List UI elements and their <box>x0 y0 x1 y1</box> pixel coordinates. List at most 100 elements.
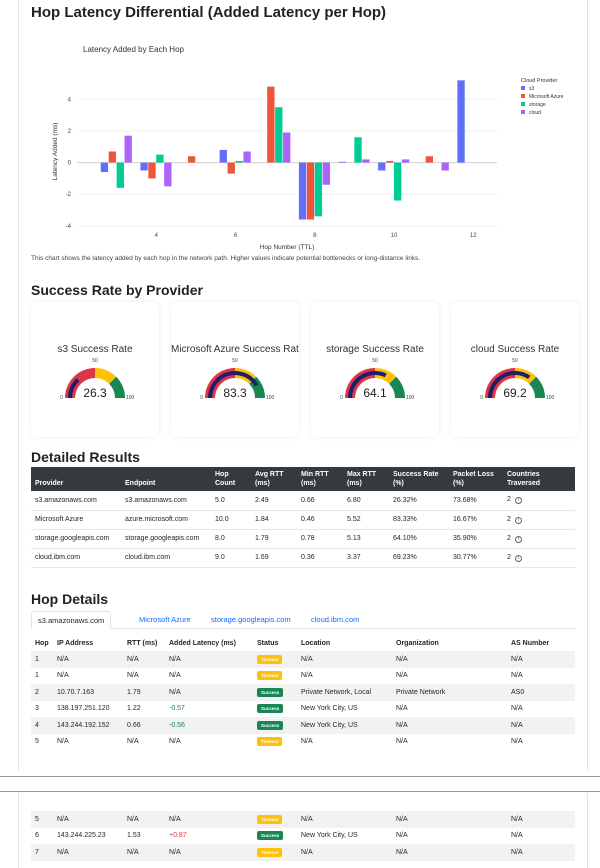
tab-s3[interactable]: s3.amazonaws.com <box>31 611 112 629</box>
results-cell: 83.33% <box>389 510 449 530</box>
chart-bar <box>243 151 251 163</box>
hop-cell-value: N/A <box>396 705 408 713</box>
gauge-title: cloud Success Rate <box>470 344 560 355</box>
x-tick-label: 12 <box>470 233 477 239</box>
divider <box>0 791 600 792</box>
results-cell: 35.90% <box>449 529 503 549</box>
gauge-tick-mid: 50 <box>232 358 238 364</box>
chart-bar <box>441 162 449 171</box>
hop-cell-value: 10.70.7.163 <box>57 688 94 696</box>
gauge-band-high <box>529 376 545 398</box>
tab-storage[interactable]: storage.googleapis.com <box>211 615 291 624</box>
hop-cell: Timeout <box>253 651 297 668</box>
chart-bar <box>219 149 227 163</box>
gauge-value: 64.1 <box>363 386 387 400</box>
gauge-value: 69.2 <box>503 386 527 400</box>
hop-cell-value: New York City, US <box>301 705 358 713</box>
hop-cell: N/A <box>53 811 123 828</box>
gauge-tick-mid: 50 <box>92 358 98 364</box>
status-badge: Timeout <box>257 847 283 857</box>
hop-cell-value: N/A <box>127 848 139 856</box>
results-cell-value: 0.66 <box>301 496 315 504</box>
col-provider: Provider <box>31 467 121 491</box>
hop-cell-value: N/A <box>511 721 523 729</box>
results-cell-value: 2 <box>507 515 511 523</box>
hop-cell-value: 5 <box>35 738 39 746</box>
gauge-title: Microsoft Azure Success Rate <box>171 344 299 355</box>
chart-bar <box>354 137 362 163</box>
chart-bar <box>362 159 370 163</box>
gauge-tick-max: 100 <box>406 395 415 401</box>
hop-cell: N/A <box>165 811 253 828</box>
latency-chart-svg: Latency Added by Each Hop -4 -2 0 2 4 4 6 8 10 12 H… <box>52 45 564 251</box>
hop-cell: N/A <box>392 811 507 828</box>
gauge-tick-min: 0 <box>200 395 203 401</box>
tab-microsoft-azure[interactable]: Microsoft Azure <box>139 615 191 624</box>
hop-cell-value: N/A <box>57 655 69 663</box>
hop-cell-value: N/A <box>301 815 313 823</box>
results-cell: 1.79 <box>251 529 297 549</box>
x-axis-label: Hop Number (TTL) <box>260 244 315 251</box>
results-cell: 5.0 <box>211 491 251 511</box>
results-cell: 69.23% <box>389 548 449 568</box>
info-icon[interactable]: i <box>514 497 522 505</box>
hop-cell: Success <box>253 684 297 701</box>
tab-cloud-ibm[interactable]: cloud.ibm.com <box>311 615 360 624</box>
hop-cell-value: N/A <box>396 815 408 823</box>
success-heading: Success Rate by Provider <box>31 282 203 298</box>
hop-cell: N/A <box>392 734 507 751</box>
hop-cell: N/A <box>53 844 123 861</box>
status-badge: Success <box>257 720 284 730</box>
results-cell: s3.amazonaws.com <box>121 491 211 511</box>
hop-cell: -0.57 <box>165 701 253 718</box>
chart-bar <box>156 154 164 163</box>
hop-cell-value: N/A <box>57 672 69 680</box>
info-icon[interactable]: i <box>514 535 522 543</box>
results-cell: 26.32% <box>389 491 449 511</box>
hop-cell-value: 7 <box>35 848 39 856</box>
chart-bar <box>116 162 124 188</box>
gauge-tick-max: 100 <box>266 395 275 401</box>
hop-cell: N/A <box>297 811 392 828</box>
chart-bar <box>457 80 465 163</box>
hop-cell: N/A <box>507 734 575 751</box>
hop-cell-value: N/A <box>511 672 523 680</box>
results-cell-value: azure.microsoft.com <box>125 516 189 523</box>
hop-cell: N/A <box>507 811 575 828</box>
hop-cell: Success <box>253 828 297 845</box>
status-badge: Timeout <box>257 671 283 681</box>
hop-cell: N/A <box>392 701 507 718</box>
hop-cell: New York City, US <box>297 828 392 845</box>
gauge-title: storage Success Rate <box>326 344 424 355</box>
results-table: Provider Endpoint Hop Count Avg RTT (ms)… <box>31 467 575 568</box>
gauge-card-s3: s3 Success Rate 26.3 50 0 100 <box>31 302 159 437</box>
hop-row: 1 N/A N/A N/A Timeout N/A N/A N/A <box>31 668 575 685</box>
hop-row: 4 143.244.192.152 0.66 -0.56 Success New York… <box>31 717 575 734</box>
status-badge: Success <box>257 687 284 697</box>
info-icon[interactable]: i <box>514 516 522 524</box>
hop-cell: N/A <box>507 828 575 845</box>
hop-cell-value: 3 <box>35 705 39 713</box>
latency-chart: Latency Added by Each Hop -4 -2 0 2 4 4 6 8 10 12 H… <box>27 24 581 254</box>
hop-cell-value: N/A <box>511 832 523 840</box>
x-tick-label: 8 <box>313 233 317 239</box>
hop-cell: N/A <box>165 734 253 751</box>
legend-entry: Microsoft Azure <box>529 94 564 100</box>
results-cell: storage.googleapis.com <box>31 529 121 549</box>
results-cell-value: 69.23% <box>393 554 417 561</box>
status-badge: Timeout <box>257 654 283 664</box>
hop-cell: 3 <box>31 701 53 718</box>
results-cell: s3.amazonaws.com <box>31 491 121 511</box>
hop-cell-value: N/A <box>169 688 181 696</box>
results-cell-value: 0.78 <box>301 535 315 542</box>
hop-row: 5 N/A N/A N/A Timeout N/A N/A N/A <box>31 734 575 751</box>
chart-bar <box>401 159 410 163</box>
hop-cell: Private Network, Local <box>297 684 392 701</box>
gauge-tick-max: 100 <box>126 395 135 401</box>
info-icon[interactable]: i <box>514 554 522 562</box>
hop-cell: N/A <box>507 668 575 685</box>
status-badge: Success <box>257 704 284 714</box>
results-cell: 0.36 <box>297 548 343 568</box>
chart-bar <box>283 132 291 163</box>
results-cell-value: s3.amazonaws.com <box>35 496 97 504</box>
